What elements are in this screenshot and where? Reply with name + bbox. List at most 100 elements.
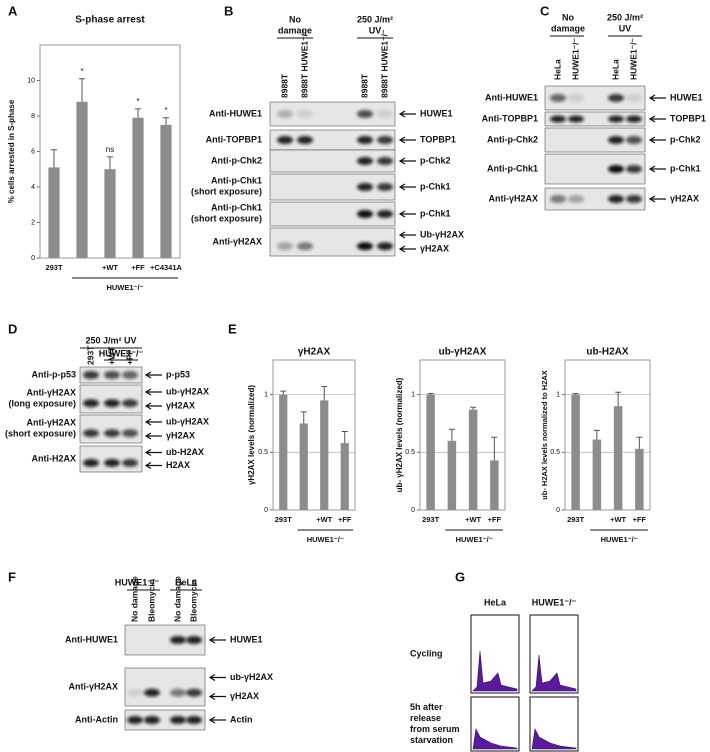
blot-band <box>277 242 293 251</box>
error-bar <box>448 428 455 441</box>
error-bar <box>636 436 643 449</box>
y-tick-label: 6 <box>31 148 35 155</box>
lane-label: HUWE1⁻/⁻ <box>570 37 580 80</box>
error-bar <box>321 386 328 401</box>
antibody-label: Anti-HUWE1 <box>65 634 118 644</box>
blot-band <box>357 210 373 218</box>
flow-row-label: starvation <box>410 735 453 745</box>
y-axis-label: % cells arrested in S-phase <box>7 99 16 203</box>
arrow <box>398 157 416 165</box>
antibody-label: Anti-HUWE1 <box>209 108 262 118</box>
lane-label: HUWE1⁻/⁻ <box>628 37 638 80</box>
panel-letter: F <box>8 569 16 584</box>
band-label: H2AX <box>166 460 190 470</box>
blot-band <box>568 195 584 203</box>
lane-label: Bleomycin <box>146 579 156 622</box>
bar <box>468 409 478 510</box>
error-bar <box>79 78 85 102</box>
lane-group-label: HUWE1⁻/⁻ <box>99 348 144 358</box>
blot-band <box>377 157 393 165</box>
band-label: p-Chk1 <box>420 208 451 218</box>
y-tick-label: 0.5 <box>550 449 560 456</box>
band-label: γH2AX <box>420 243 449 253</box>
blot-band <box>550 195 566 203</box>
arrow <box>144 388 162 396</box>
blot-band <box>357 183 373 191</box>
lane-label: No damage <box>129 576 139 622</box>
flow-row-label: Cycling <box>410 648 443 658</box>
x-tick-label: +C4341A <box>150 263 182 272</box>
x-tick-label: +WT <box>610 515 626 524</box>
bar <box>592 439 602 510</box>
blot-header: UV <box>619 23 632 33</box>
panel-letter: A <box>8 3 18 18</box>
histogram <box>472 650 518 692</box>
significance-label: ns <box>106 145 114 154</box>
bar <box>299 423 308 510</box>
x-tick-label: +FF <box>633 515 647 524</box>
lane-label: 8988T <box>279 73 289 98</box>
lane-label: Bleomycin <box>188 579 198 622</box>
antibody-label: Anti-Actin <box>75 714 118 724</box>
blot-band <box>297 110 313 118</box>
blot-strip <box>269 173 396 201</box>
arrow <box>144 448 162 457</box>
error-bar <box>51 149 57 168</box>
error-bar <box>135 108 141 118</box>
blot-band <box>104 458 120 467</box>
plot-frame <box>419 359 506 511</box>
blot-header: No <box>562 12 574 22</box>
y-tick-label: 2 <box>31 219 35 226</box>
band-label: p-Chk2 <box>670 134 701 144</box>
arrow <box>144 402 162 410</box>
blot-band <box>127 716 143 724</box>
antibody-note: (short exposure) <box>5 428 76 438</box>
bar <box>447 440 457 510</box>
arrow <box>648 136 666 144</box>
bar <box>340 443 349 510</box>
antibody-label: Anti-p-Chk1 <box>487 163 538 173</box>
x-tick-label: +FF <box>488 515 502 524</box>
blot-band <box>144 716 160 724</box>
antibody-note: (long exposure) <box>8 398 76 408</box>
flow-row-label: from serum <box>410 724 460 734</box>
x-tick-label: 293T <box>422 515 440 524</box>
blot-band <box>83 458 99 467</box>
y-axis-label: γH2AX levels (normalized) <box>247 385 256 485</box>
arrow <box>648 195 666 203</box>
error-bar <box>572 392 579 395</box>
group-label: HUWE1⁻/⁻ <box>601 535 638 544</box>
antibody-label: Anti-γH2AX <box>212 236 262 246</box>
bar <box>635 448 644 510</box>
chart-title: S-phase arrest <box>75 15 145 26</box>
band-label: p-Chk1 <box>670 163 701 173</box>
chart-title: ub-H2AX <box>586 347 629 358</box>
band-label: HUWE1 <box>230 634 263 644</box>
blot-band <box>357 157 373 165</box>
band-label: p-Chk2 <box>420 155 451 165</box>
antibody-label: Anti-H2AX <box>32 453 77 463</box>
blot-header: 250 J/m² UV <box>85 335 136 345</box>
bar <box>48 167 60 258</box>
antibody-note: (short exposure) <box>191 186 262 196</box>
y-tick-label: 1 <box>411 391 415 398</box>
arrow <box>398 136 416 144</box>
significance-label: * <box>164 106 167 115</box>
blot-strip <box>79 384 143 414</box>
blot-band <box>104 371 120 379</box>
flow-column-label: HeLa <box>484 597 507 607</box>
blot-band <box>626 165 642 173</box>
y-tick-label: 0 <box>264 507 268 514</box>
x-tick-label: +FF <box>131 263 145 272</box>
blot-band <box>608 136 624 144</box>
bar <box>613 406 623 510</box>
antibody-label: Anti-p-p53 <box>32 369 77 379</box>
blot-band <box>186 716 202 724</box>
blot-header: HeLa <box>175 577 198 587</box>
error-bar <box>300 411 307 424</box>
error-bar <box>593 429 600 440</box>
chart-title: γH2AX <box>298 347 331 358</box>
error-bar <box>341 431 348 444</box>
arrow <box>398 110 416 118</box>
arrow <box>144 432 162 440</box>
